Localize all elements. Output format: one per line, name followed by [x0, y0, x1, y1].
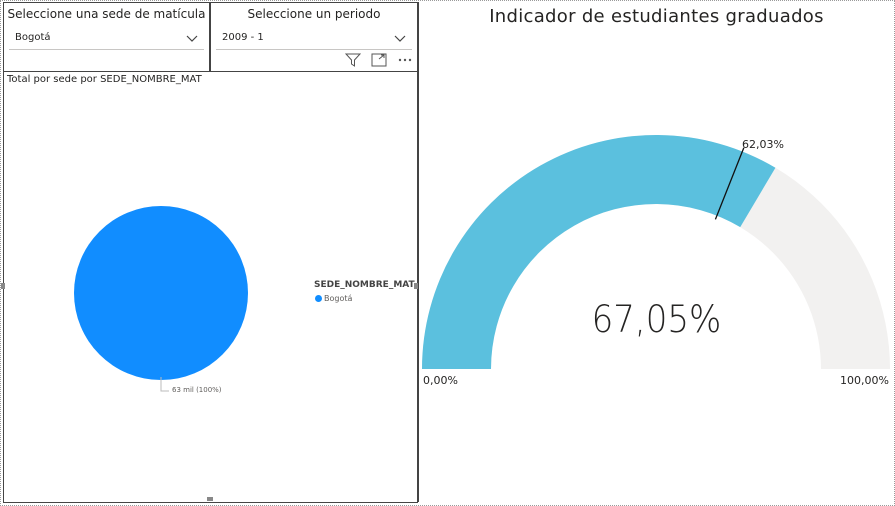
legend-item-bogota[interactable]: Bogotá: [315, 294, 352, 303]
gauge-fill: [422, 134, 776, 369]
filter-icon[interactable]: [345, 53, 361, 67]
pie-slice[interactable]: [74, 206, 248, 380]
gauge-title: Indicador de estudiantes graduados: [489, 6, 824, 27]
sede-slicer-title: Seleccione una sede de matícula: [7, 7, 206, 21]
periodo-dropdown-value: 2009 - 1: [222, 32, 264, 43]
focus-mode-icon[interactable]: [371, 53, 387, 67]
gauge-value: 67,05%: [591, 298, 722, 342]
resize-handle-left[interactable]: [1, 283, 5, 289]
sede-dropdown[interactable]: Bogotá: [9, 27, 204, 50]
periodo-dropdown[interactable]: 2009 - 1: [216, 27, 412, 50]
gauge-visual[interactable]: Indicador de estudiantes graduados 62,03…: [418, 2, 894, 502]
gauge-min-label: 0,00%: [423, 374, 458, 387]
legend-marker: [315, 295, 322, 302]
chevron-down-icon[interactable]: [186, 32, 198, 44]
visual-toolbar: [345, 53, 413, 67]
pie-chart-svg: [74, 206, 248, 392]
pie-chart-visual[interactable]: Total por sede por SEDE_NOMBRE_MAT 63 mi…: [3, 71, 418, 503]
legend-title: SEDE_NOMBRE_MAT: [314, 280, 415, 290]
gauge-max-label: 100,00%: [840, 374, 889, 387]
resize-handle-right[interactable]: [414, 283, 418, 289]
sede-slicer: Seleccione una sede de matícula Bogotá: [3, 2, 210, 72]
gauge-target-label: 62,03%: [742, 138, 784, 151]
gauge-svg: [422, 134, 890, 369]
gauge-target-line: [714, 147, 745, 220]
pie-slice-label: 63 mil (100%): [172, 386, 222, 394]
resize-handle-bottom[interactable]: [207, 497, 213, 501]
periodo-slicer-title: Seleccione un periodo: [247, 7, 381, 21]
sede-dropdown-value: Bogotá: [15, 32, 51, 43]
chevron-down-icon[interactable]: [394, 32, 406, 44]
legend-item-label: Bogotá: [324, 294, 353, 303]
more-options-icon[interactable]: [397, 53, 413, 67]
periodo-slicer: Seleccione un periodo 2009 - 1: [210, 2, 418, 72]
pie-leader-line: [160, 377, 169, 392]
pie-chart-title: Total por sede por SEDE_NOMBRE_MAT: [7, 74, 202, 85]
